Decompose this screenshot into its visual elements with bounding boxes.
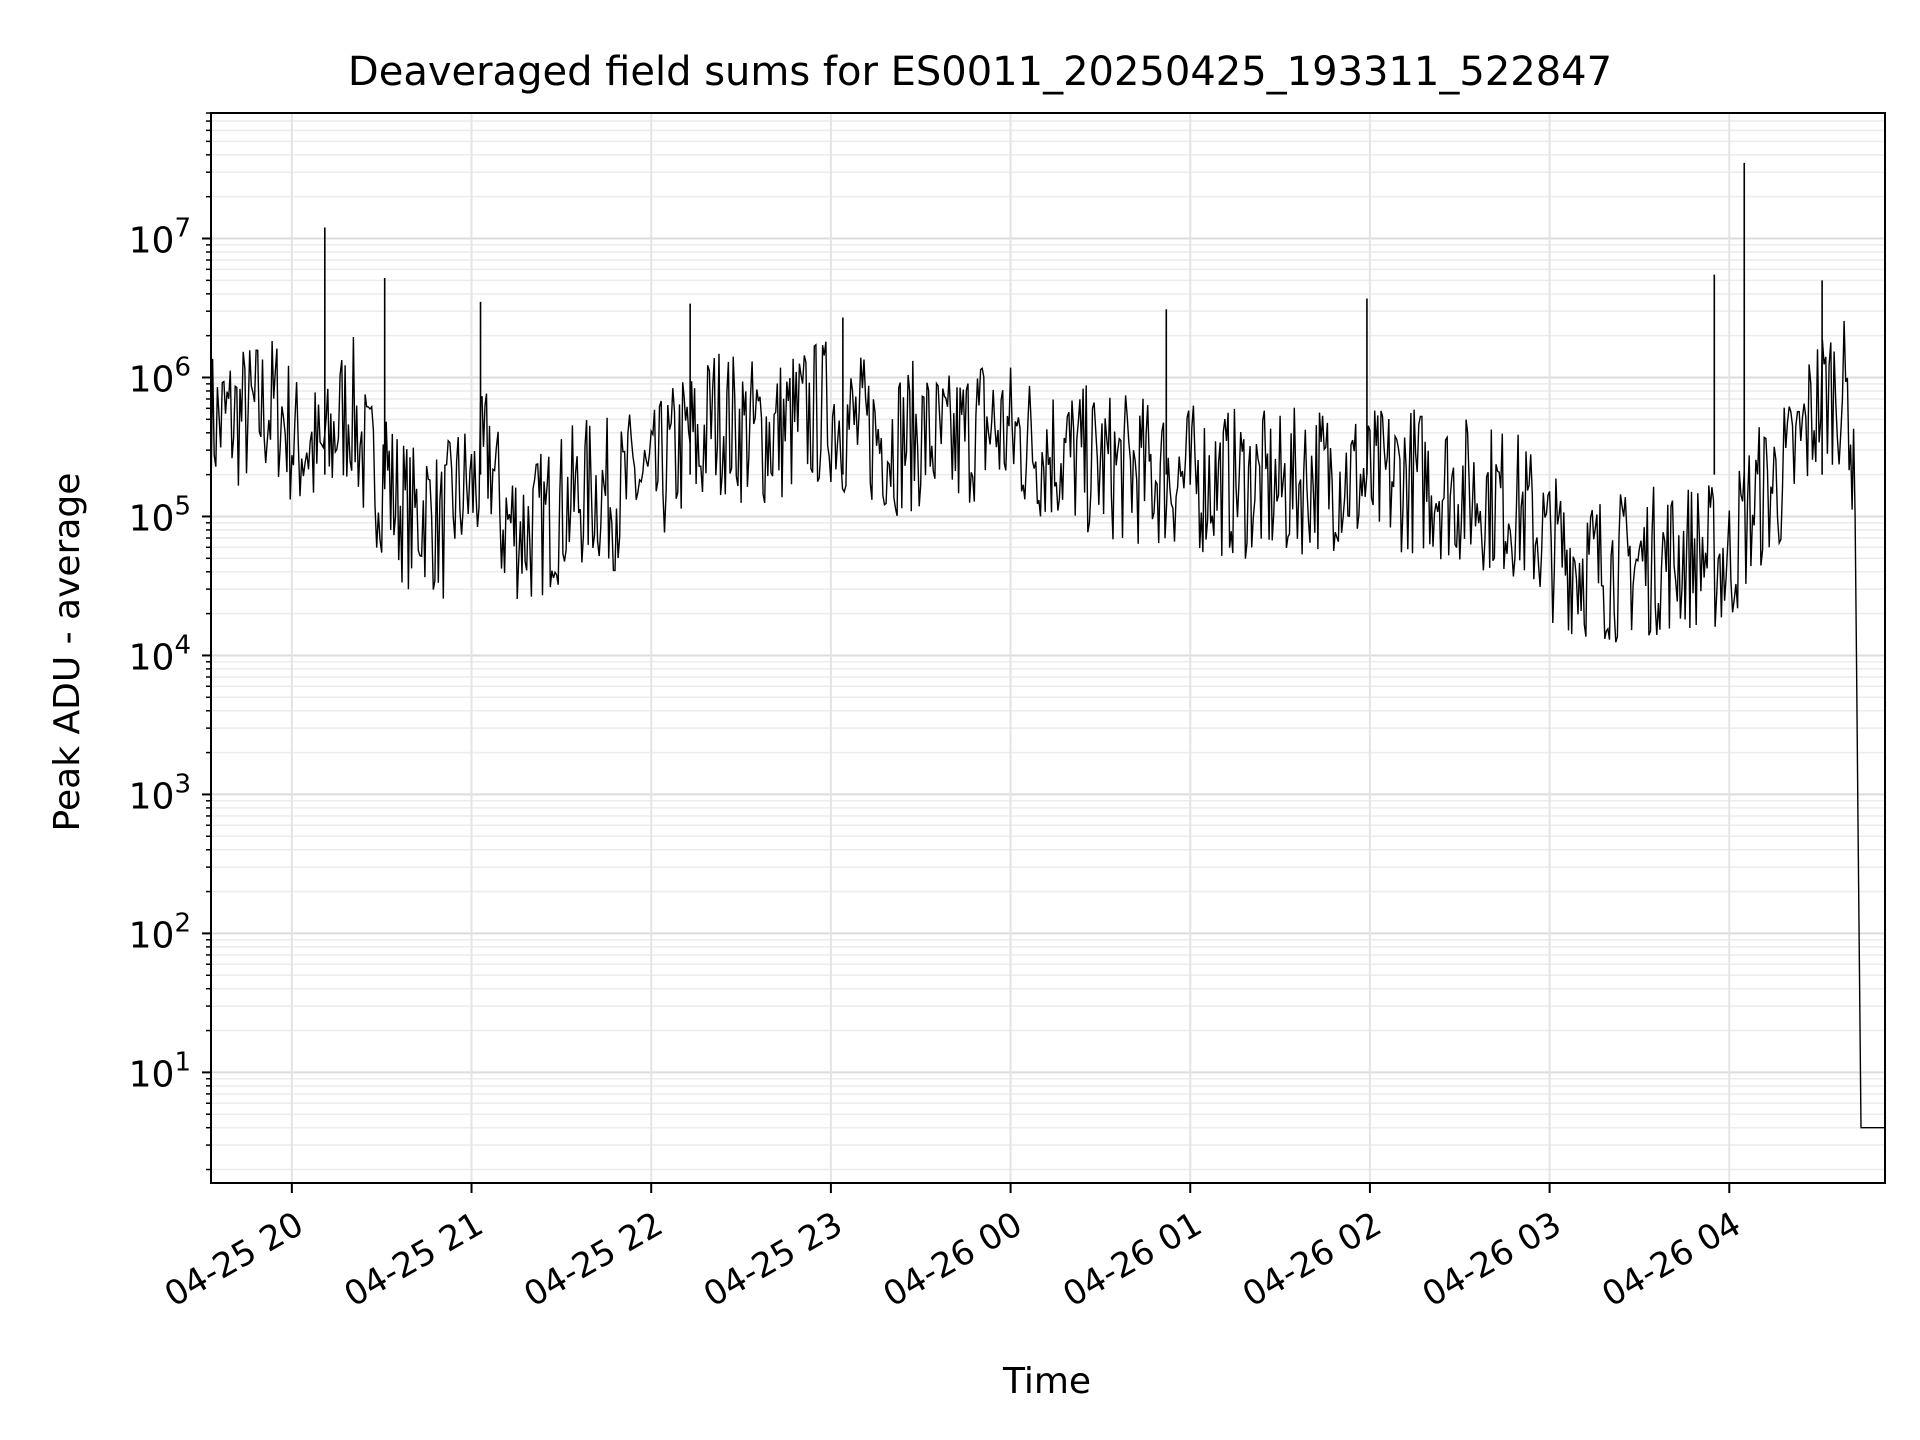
y-tick-label: 101 [129, 1047, 191, 1095]
y-tick-label: 103 [129, 769, 191, 817]
x-tick-label: 04-25 22 [517, 1204, 669, 1315]
y-tick-label: 107 [129, 214, 191, 262]
x-tick-label: 04-26 01 [1056, 1204, 1208, 1315]
x-tick-label: 04-26 02 [1236, 1204, 1388, 1315]
y-tick-label: 106 [129, 352, 191, 400]
y-tick-label: 105 [129, 491, 191, 539]
plot-area [210, 162, 1885, 1129]
x-tick-label: 04-25 23 [697, 1204, 849, 1315]
y-axis: 101 102 103 104 105 106 107 [129, 112, 211, 1171]
grid-lines [211, 112, 1885, 1183]
x-tick-label: 04-25 21 [338, 1204, 490, 1315]
x-axis-label: Time [1002, 1361, 1091, 1402]
x-tick-label: 04-26 04 [1595, 1204, 1747, 1315]
y-tick-label: 102 [129, 908, 191, 956]
x-tick-label: 04-26 03 [1416, 1204, 1568, 1315]
axes-frame [210, 112, 1886, 1184]
chart-title: Deaveraged field sums for ES0011_2025042… [348, 49, 1612, 95]
y-axis-label: Peak ADU - average [47, 473, 88, 832]
x-tick-label: 04-25 20 [158, 1204, 310, 1315]
x-tick-label: 04-26 00 [877, 1204, 1029, 1315]
y-tick-label: 104 [129, 630, 191, 678]
x-axis: 04-25 20 04-25 21 04-25 22 04-25 23 04-26 00… [158, 1183, 1748, 1315]
series-line [210, 320, 1885, 1129]
